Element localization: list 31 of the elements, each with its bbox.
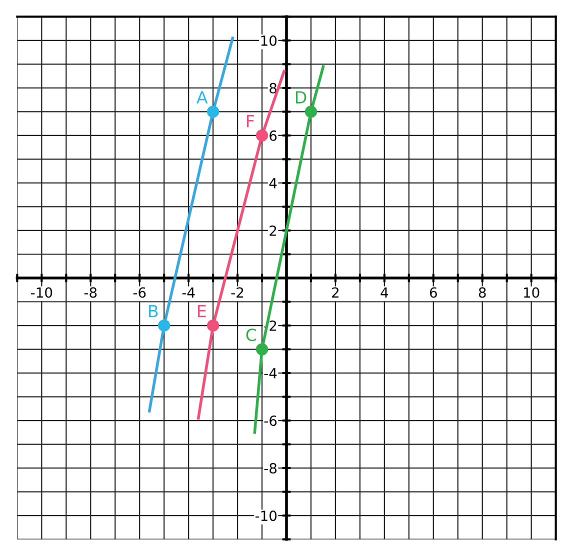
x-tick-label: 10 bbox=[524, 287, 540, 298]
annotation: B bbox=[149, 305, 158, 318]
point bbox=[256, 343, 268, 356]
x-tick-label: 2 bbox=[332, 287, 338, 298]
x-tick-label: -6 bbox=[133, 287, 146, 298]
y-tick-label: 8 bbox=[270, 82, 277, 94]
y-tick-label: -6 bbox=[264, 416, 277, 426]
x-tick-label: -2 bbox=[231, 287, 244, 298]
y-tick-label: 10 bbox=[261, 35, 277, 46]
y-tick-label: 4 bbox=[269, 178, 277, 188]
y-tick-label: -4 bbox=[264, 368, 277, 378]
x-tick-label: 6 bbox=[430, 287, 437, 298]
x-tick-label: -10 bbox=[31, 287, 52, 298]
x-tick-label: 8 bbox=[478, 287, 486, 298]
annotation: D bbox=[296, 91, 306, 104]
y-tick-label: 2 bbox=[270, 225, 276, 236]
point bbox=[206, 106, 220, 118]
annotation: F bbox=[246, 114, 254, 128]
y-tick-label: -8 bbox=[264, 463, 277, 474]
x-tick-label: -8 bbox=[84, 287, 97, 298]
point bbox=[206, 319, 220, 332]
y-tick-label: -10 bbox=[255, 510, 277, 522]
point bbox=[304, 106, 318, 118]
x-tick-label: 4 bbox=[380, 287, 388, 298]
annotation: E bbox=[198, 305, 206, 318]
annotation: A bbox=[196, 91, 208, 104]
y-tick-label: 6 bbox=[270, 130, 277, 141]
point bbox=[256, 129, 268, 142]
x-tick-label: -4 bbox=[182, 287, 195, 298]
point bbox=[158, 319, 170, 332]
annotation: C bbox=[246, 328, 256, 342]
